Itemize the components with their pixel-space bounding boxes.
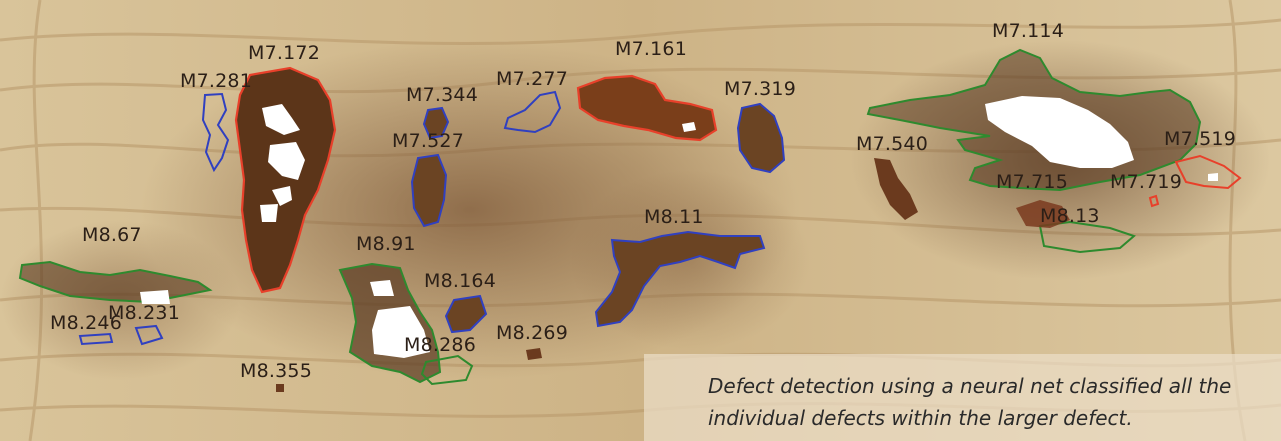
defect-m8-269 [526, 348, 542, 360]
label-m8-11: M8.11 [644, 206, 704, 228]
defect-m7-172 [234, 66, 337, 294]
defect-m7-281 [201, 92, 230, 173]
label-m8-13: M8.13 [1040, 205, 1100, 227]
label-m8-246: M8.246 [50, 312, 122, 334]
label-m7-319: M7.319 [724, 78, 796, 100]
defect-m8-91 [338, 262, 442, 384]
defect-m8-231 [134, 324, 164, 346]
defect-m7-344 [422, 106, 450, 140]
defect-m8-164 [444, 294, 488, 334]
defect-m7-519 [1148, 154, 1242, 208]
defect-m8-13 [1016, 200, 1070, 228]
defect-m8-286 [420, 354, 474, 386]
label-m8-286: M8.286 [404, 334, 476, 356]
defect-m7-161 [576, 74, 718, 142]
defect-m8-355 [276, 384, 284, 392]
label-m7-719: M7.719 [1110, 171, 1182, 193]
label-m8-91: M8.91 [356, 233, 416, 255]
defect-m8-67 [18, 260, 213, 304]
label-m8-231: M8.231 [108, 302, 180, 324]
defect-m7-319 [736, 102, 786, 174]
label-m7-344: M7.344 [406, 84, 478, 106]
label-m7-527: M7.527 [392, 130, 464, 152]
label-m7-277: M7.277 [496, 68, 568, 90]
defect-m8-246 [78, 332, 114, 346]
label-m8-67: M8.67 [82, 224, 142, 246]
label-m7-172: M7.172 [248, 42, 320, 64]
label-m8-355: M8.355 [240, 360, 312, 382]
label-m8-164: M8.164 [424, 270, 496, 292]
label-m7-281: M7.281 [180, 70, 252, 92]
defect-m7-527 [410, 153, 448, 228]
label-m7-715: M7.715 [996, 171, 1068, 193]
label-m7-540: M7.540 [856, 133, 928, 155]
label-m7-519: M7.519 [1164, 128, 1236, 150]
caption-box [644, 354, 1281, 441]
label-m7-161: M7.161 [615, 38, 687, 60]
label-m8-269: M8.269 [496, 322, 568, 344]
defect-m7-277 [503, 90, 562, 134]
caption: Defect detection using a neural net clas… [708, 374, 1232, 430]
label-m7-114: M7.114 [992, 20, 1064, 42]
defect-m8-11 [594, 230, 766, 328]
defect-m7-540 [874, 158, 918, 220]
